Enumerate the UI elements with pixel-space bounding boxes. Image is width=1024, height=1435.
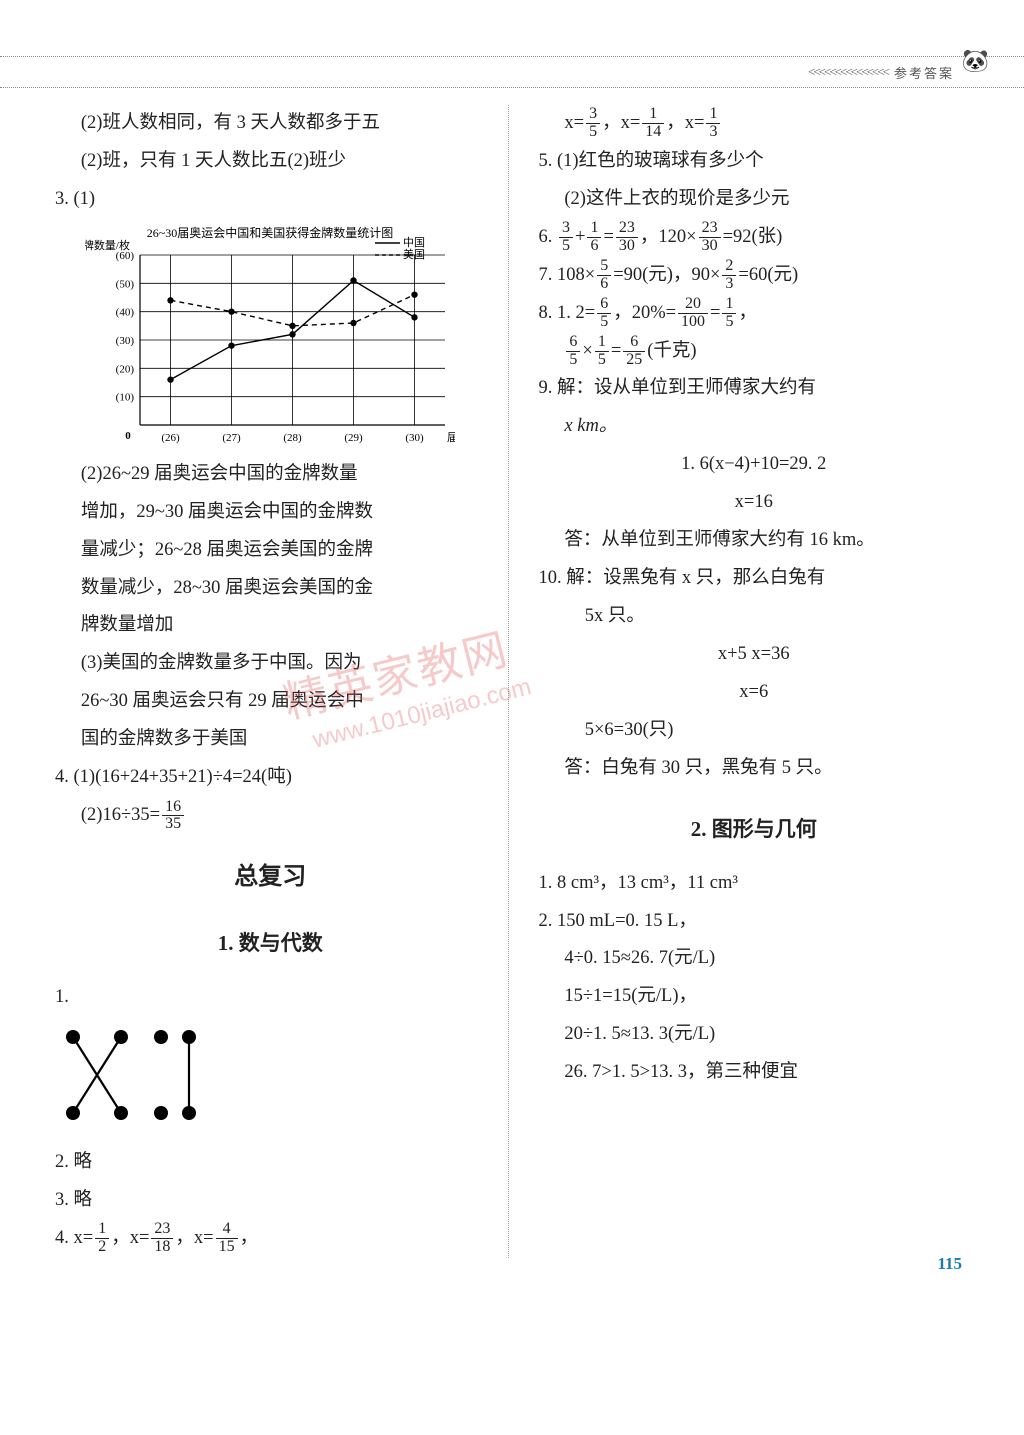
svg-text:(26): (26) <box>162 432 181 444</box>
subsection-heading: 1. 数与代数 <box>55 922 486 965</box>
panda-icon: 🐼 <box>962 48 989 74</box>
text-line: 1. 8 cm³，13 cm³，11 cm³ <box>539 865 970 903</box>
left-column: (2)班人数相同，有 3 天人数都多于五 (2)班，只有 1 天人数比五(2)班… <box>55 105 509 1258</box>
equation-line: (2)16÷35=1635 <box>55 797 486 835</box>
text-line: 数量减少，28~30 届奥运会美国的金 <box>55 570 486 608</box>
text-line: 增加，29~30 届奥运会中国的金牌数 <box>55 494 486 532</box>
text-line: (2)班，只有 1 天人数比五(2)班少 <box>55 143 486 181</box>
text-line: (2)26~29 届奥运会中国的金牌数量 <box>55 456 486 494</box>
text-line: 1. <box>55 979 486 1017</box>
svg-text:(20): (20) <box>116 363 135 375</box>
text-line: 2. 150 mL=0. 15 L， <box>539 903 970 941</box>
page-number: 115 <box>937 1254 962 1274</box>
header-title: 参考答案 <box>894 63 954 82</box>
svg-text:中国: 中国 <box>403 236 425 249</box>
match-diagram <box>61 1025 201 1125</box>
text-line: x km。 <box>539 408 970 446</box>
text-line: 量减少；26~28 届奥运会美国的金牌 <box>55 532 486 570</box>
equation-line: x=35，x=114，x=13 <box>539 105 970 143</box>
text-line: 5. (1)红色的玻璃球有多少个 <box>539 143 970 181</box>
equation-line: 7. 108×56=90(元)，90×23=60(元) <box>539 257 970 295</box>
text-line: 26. 7>1. 5>13. 3，第三种便宜 <box>539 1054 970 1092</box>
right-column: x=35，x=114，x=13 5. (1)红色的玻璃球有多少个 (2)这件上衣… <box>539 105 970 1258</box>
text-line: 20÷1. 5≈13. 3(元/L) <box>539 1016 970 1054</box>
text-line: 答：白兔有 30 只，黑兔有 5 只。 <box>539 750 970 788</box>
svg-text:美国: 美国 <box>403 248 425 261</box>
text-line: 3. (1) <box>55 181 486 219</box>
svg-text:届数: 届数 <box>447 431 455 444</box>
equation-line: 5×6=30(只) <box>539 712 970 750</box>
svg-text:(27): (27) <box>223 432 242 444</box>
equation-line: x+5 x=36 <box>539 636 970 674</box>
svg-text:26~30届奥运会中国和美国获得金牌数量统计图: 26~30届奥运会中国和美国获得金牌数量统计图 <box>147 225 394 240</box>
svg-text:(10): (10) <box>116 391 135 403</box>
svg-text:(40): (40) <box>116 306 135 318</box>
svg-text:(30): (30) <box>116 335 135 347</box>
text-line: 答：从单位到王师傅家大约有 16 km。 <box>539 522 970 560</box>
svg-text:(29): (29) <box>345 432 364 444</box>
equation-line: 4. x=12，x=2318，x=415， <box>55 1220 486 1258</box>
svg-text:(50): (50) <box>116 278 135 290</box>
equation-line: 6. 35+16=2330，120×2330=92(张) <box>539 219 970 257</box>
equation-line: x=16 <box>539 484 970 522</box>
equation-line: 1. 6(x−4)+10=29. 2 <box>539 446 970 484</box>
svg-text:(30): (30) <box>406 432 425 444</box>
text-line: 2. 略 <box>55 1144 486 1182</box>
fraction: 1635 <box>162 799 184 834</box>
text-line: 9. 解：设从单位到王师傅家大约有 <box>539 370 970 408</box>
header-arrows: <<<<<<<<<<<<<<< <box>808 64 888 80</box>
text-line: 牌数量增加 <box>55 607 486 645</box>
text-line: (2)这件上衣的现价是多少元 <box>539 181 970 219</box>
equation-line: 8. 1. 2=65，20%=20100=15， <box>539 295 970 333</box>
equation-line: 65×15=625(千克) <box>539 333 970 371</box>
subsection-heading: 2. 图形与几何 <box>539 808 970 851</box>
text-line: 4. (1)(16+24+35+21)÷4=24(吨) <box>55 759 486 797</box>
header-bar: <<<<<<<<<<<<<<< 参考答案 <box>0 56 1024 88</box>
text-line: 26~30 届奥运会只有 29 届奥运会中 <box>55 683 486 721</box>
text-line: 10. 解：设黑兔有 x 只，那么白兔有 <box>539 560 970 598</box>
svg-text:(28): (28) <box>284 432 303 444</box>
equation-line: x=6 <box>539 674 970 712</box>
text-line: (3)美国的金牌数量多于中国。因为 <box>55 645 486 683</box>
line-chart: 26~30届奥运会中国和美国获得金牌数量统计图金牌数量/枚中国美国(10)(20… <box>85 225 455 450</box>
text-line: 国的金牌数多于美国 <box>55 721 486 759</box>
text-line: 15÷1=15(元/L)， <box>539 978 970 1016</box>
text-line: 5x 只。 <box>539 598 970 636</box>
text-line: 4÷0. 15≈26. 7(元/L) <box>539 940 970 978</box>
section-heading: 总复习 <box>55 853 486 902</box>
svg-text:(60): (60) <box>116 250 135 262</box>
eq-text: (2)16÷35= <box>81 805 160 825</box>
svg-text:0: 0 <box>126 430 132 442</box>
text-line: 3. 略 <box>55 1182 486 1220</box>
text-line: (2)班人数相同，有 3 天人数都多于五 <box>55 105 486 143</box>
